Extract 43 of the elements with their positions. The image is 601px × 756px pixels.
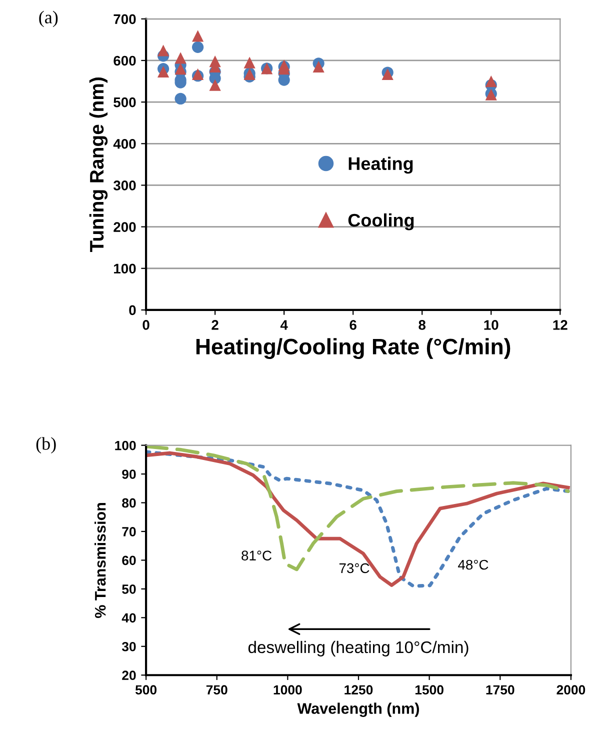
- y-tick-label: 70: [122, 527, 136, 536]
- x-axis-title: Wavelength (nm): [297, 702, 419, 717]
- y-tick-label: 20: [122, 670, 136, 680]
- x-tick-label: 1250: [344, 685, 373, 695]
- y-tick-label: 300: [113, 180, 136, 190]
- legend-label: Heating: [348, 156, 413, 174]
- x-tick-label: 1750: [486, 685, 514, 695]
- x-tick-label: 8: [418, 320, 426, 330]
- y-tick-label: 90: [122, 470, 136, 479]
- y-tick-label: 30: [122, 642, 136, 652]
- x-tick-label: 4: [280, 320, 288, 330]
- y-tick-label: 400: [113, 138, 136, 149]
- y-tick-label: 50: [122, 584, 136, 594]
- chart-title: (a): [39, 10, 58, 28]
- annotation: 81°C: [242, 550, 272, 560]
- x-tick-label: 1500: [415, 685, 444, 695]
- y-tick-label: 700: [114, 14, 136, 24]
- x-tick-label: 0: [142, 320, 150, 330]
- x-tick-label: 6: [350, 320, 356, 330]
- annotation: 73°C: [339, 563, 370, 574]
- legend-label: Cooling: [348, 213, 414, 230]
- y-tick-label: 600: [114, 56, 136, 66]
- x-axis-title: Heating/Cooling Rate (°C/min): [196, 338, 510, 359]
- x-tick-label: 500: [135, 685, 157, 695]
- x-tick-label: 10: [484, 320, 498, 330]
- annotation: deswelling (heating 10°C/min): [248, 640, 468, 656]
- y-tick-label: 100: [115, 440, 136, 450]
- x-tick-label: 1000: [274, 685, 302, 695]
- x-tick-label: 2: [212, 320, 218, 330]
- x-tick-label: 2000: [556, 685, 586, 695]
- x-tick-label: 12: [553, 320, 568, 330]
- y-tick-label: 80: [122, 498, 136, 508]
- y-tick-label: 60: [122, 556, 136, 566]
- y-tick-label: 500: [114, 97, 136, 108]
- y-axis-title: % Transmission: [94, 502, 106, 618]
- y-axis-title: Tuning Range (nm): [89, 78, 108, 252]
- annotation: 48°C: [458, 560, 488, 570]
- x-tick-label: 750: [206, 685, 228, 695]
- chart-title: (b): [36, 437, 56, 454]
- y-tick-label: 40: [122, 613, 136, 623]
- y-tick-label: 100: [114, 264, 136, 274]
- y-tick-label: 200: [114, 222, 136, 232]
- y-tick-label: 0: [129, 305, 136, 316]
